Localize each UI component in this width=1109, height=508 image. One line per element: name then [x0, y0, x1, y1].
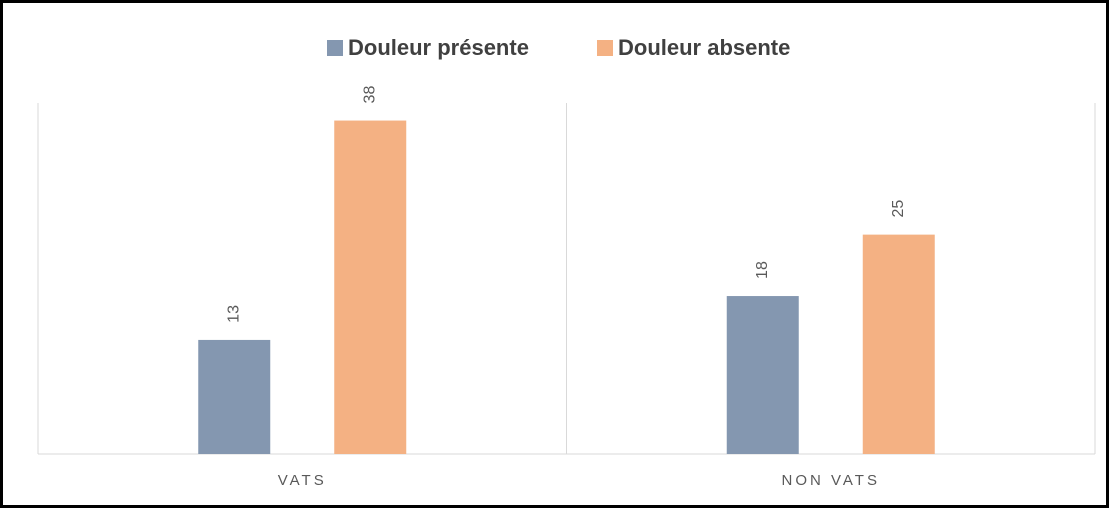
x-tick-label: VATS — [278, 472, 327, 489]
x-tick-label: NON VATS — [782, 472, 880, 489]
legend-label: Douleur absente — [618, 35, 790, 60]
legend-swatch — [597, 40, 613, 56]
bar — [862, 234, 935, 454]
data-label: 38 — [361, 86, 378, 104]
data-label: 25 — [890, 200, 907, 218]
bar — [726, 296, 799, 454]
data-label: 13 — [225, 305, 242, 323]
legend-swatch — [327, 40, 343, 56]
bar — [334, 120, 407, 455]
data-label: 18 — [754, 261, 771, 279]
bar — [198, 339, 271, 454]
legend-label: Douleur présente — [348, 35, 529, 60]
